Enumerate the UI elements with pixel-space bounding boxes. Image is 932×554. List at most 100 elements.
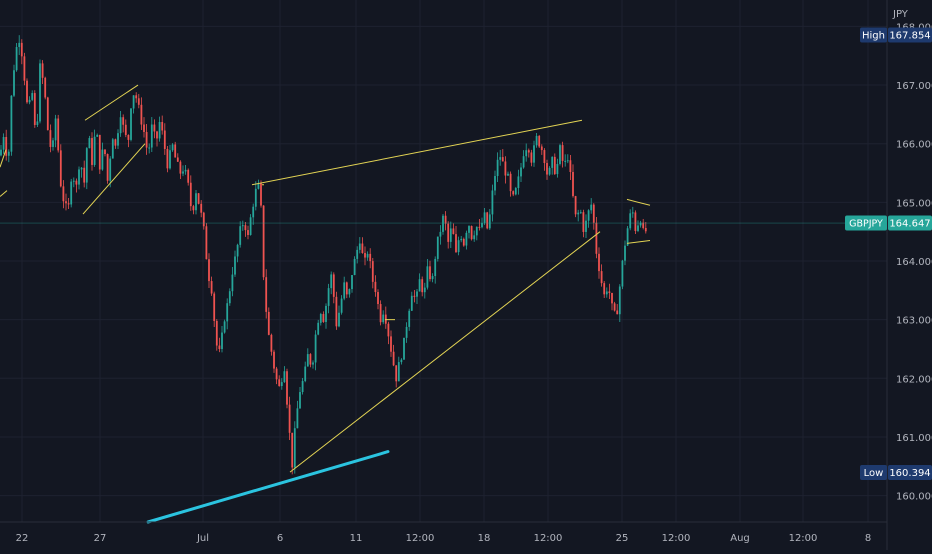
candle-body: [400, 359, 403, 363]
candle-body: [603, 283, 606, 295]
candle-body: [143, 124, 145, 132]
candle-body: [62, 186, 65, 202]
candle-body: [54, 118, 57, 141]
time-axis[interactable]: 22 27 Jul 6 11 12:00 18 12:00 25 12:00 Aug 12:00 8: [16, 533, 872, 544]
trendline[interactable]: [0, 190, 8, 197]
candle-body: [533, 145, 535, 163]
candle-body: [629, 213, 632, 229]
candle-body: [403, 337, 405, 360]
trendline[interactable]: [84, 84, 139, 121]
candle-body: [364, 253, 366, 258]
candle-body: [486, 212, 489, 229]
candle-body: [478, 226, 481, 228]
trendline[interactable]: [0, 149, 7, 168]
candle-body: [504, 161, 507, 176]
candle-body: [642, 222, 645, 228]
candle-body: [369, 253, 372, 262]
trendlines[interactable]: [0, 84, 651, 524]
candle-body: [88, 138, 91, 149]
candle-body: [595, 222, 598, 254]
support-trendline[interactable]: [146, 450, 390, 524]
candle-body: [457, 240, 460, 253]
candle-body: [96, 134, 99, 137]
time-tick-label: Jul: [196, 533, 209, 544]
candle-body: [600, 271, 603, 284]
candle-body: [301, 381, 304, 393]
candle-body: [309, 354, 312, 365]
price-tick-label: 161.000: [896, 433, 932, 444]
candle-body: [260, 183, 262, 206]
candle-body: [564, 160, 567, 162]
candle-body: [582, 212, 585, 232]
candle-body: [72, 180, 75, 182]
price-tick-label: 162.000: [896, 374, 932, 385]
high-value-text: 167.854: [889, 30, 930, 41]
candle-body: [57, 118, 60, 151]
high-marker: High 167.854: [860, 27, 932, 43]
low-value-text: 160.394: [889, 468, 930, 479]
candle-body: [39, 63, 41, 122]
time-tick-label: 12:00: [662, 533, 691, 544]
time-tick-label: 6: [277, 533, 283, 544]
trendline[interactable]: [82, 143, 146, 215]
candle-body: [577, 212, 580, 215]
candle-body: [356, 249, 359, 259]
candle-body: [639, 222, 642, 226]
trendline[interactable]: [626, 198, 651, 206]
candle-body: [153, 124, 156, 132]
candle-body: [379, 304, 382, 323]
candle-body: [431, 276, 434, 280]
candle-body: [286, 371, 288, 405]
candle-body: [429, 266, 431, 280]
candle-body: [127, 134, 130, 140]
candle-body: [244, 225, 247, 231]
candle-body: [408, 310, 411, 327]
candle-body: [624, 245, 626, 261]
candle-body: [288, 404, 291, 433]
candle-body: [59, 150, 62, 187]
candle-body: [330, 274, 333, 289]
candle-body: [236, 244, 239, 257]
candle-body: [67, 203, 70, 205]
candle-body: [80, 167, 83, 170]
candle-body: [426, 266, 429, 288]
candle-body: [228, 291, 231, 304]
candle-body: [20, 42, 23, 57]
candle-body: [496, 159, 499, 177]
candle-body: [218, 345, 221, 349]
trendline[interactable]: [289, 231, 601, 473]
candle-body: [475, 226, 478, 236]
candle-body: [98, 134, 101, 170]
candle-body: [195, 193, 197, 211]
candle-body: [455, 234, 457, 253]
candle-body: [616, 310, 619, 315]
candle-body: [605, 291, 608, 295]
candle-body: [608, 291, 611, 293]
candle-body: [374, 281, 377, 293]
candle-body: [124, 124, 127, 135]
candle-body: [280, 382, 283, 386]
candle-body: [465, 232, 468, 246]
last-price-marker: GBPJPY 164.647: [845, 215, 932, 231]
high-tag-text: High: [862, 30, 885, 41]
candle-body: [210, 281, 213, 294]
candle-body: [130, 108, 132, 140]
trendline[interactable]: [626, 239, 651, 244]
time-tick-label: 25: [616, 533, 629, 544]
candle-body: [343, 282, 346, 299]
candle-body: [525, 150, 528, 157]
candle-body: [462, 238, 465, 246]
candle-body: [447, 223, 450, 242]
candle-body: [197, 193, 200, 204]
time-tick-label: 12:00: [789, 533, 818, 544]
candle-body: [106, 154, 109, 181]
candle-body: [275, 368, 278, 380]
candle-body: [548, 167, 551, 175]
candle-body: [267, 311, 270, 335]
candle-body: [366, 253, 369, 258]
trendline[interactable]: [251, 119, 583, 186]
candle-body: [254, 188, 257, 207]
candle-body: [23, 56, 26, 81]
